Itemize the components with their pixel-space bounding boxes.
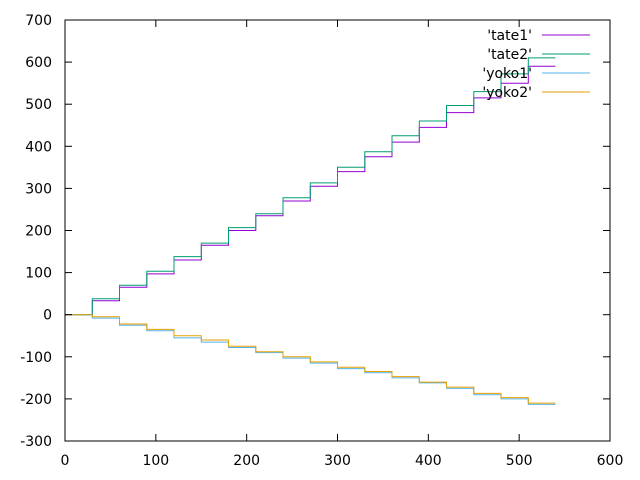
y-tick-label: 100 xyxy=(25,266,52,282)
x-tick-labels: 0 100 200 300 400 500 600 xyxy=(61,453,624,469)
x-tick-label: 500 xyxy=(506,453,533,469)
x-tick-label: 200 xyxy=(233,453,260,469)
y-tick-label: -300 xyxy=(20,434,52,450)
x-tick-label: 300 xyxy=(324,453,351,469)
x-tick-label: 400 xyxy=(415,453,442,469)
legend-label-1: 'tate1' xyxy=(487,28,532,44)
y-tick-label: 200 xyxy=(25,224,52,240)
y-tick-label: 600 xyxy=(25,55,52,71)
series-layer xyxy=(65,57,556,405)
plot-frame xyxy=(64,19,611,442)
legend-label-4: 'yoko2' xyxy=(482,85,532,101)
y-tick-label: 300 xyxy=(25,181,52,197)
y-tick-label: -200 xyxy=(20,392,52,408)
x-tick-label: 100 xyxy=(142,453,169,469)
y-tick-label: 700 xyxy=(25,13,52,29)
y-tick-labels: -300 -200 -100 0 100 200 300 400 500 600 700 xyxy=(20,13,52,450)
legend-label-3: 'yoko1' xyxy=(482,66,532,82)
y-tick-label: -100 xyxy=(20,350,52,366)
y-tick-label: 0 xyxy=(43,308,52,324)
x-tick-label: 0 xyxy=(61,453,70,469)
y-tick-label: 400 xyxy=(25,139,52,155)
series-line-2 xyxy=(65,57,556,316)
y-tick-label: 500 xyxy=(25,97,52,113)
legend: 'tate1' 'tate2' 'yoko1' 'yoko2' xyxy=(482,28,590,101)
legend-label-2: 'tate2' xyxy=(487,47,532,63)
series-line-4 xyxy=(65,314,556,404)
x-tick-label: 600 xyxy=(597,453,624,469)
